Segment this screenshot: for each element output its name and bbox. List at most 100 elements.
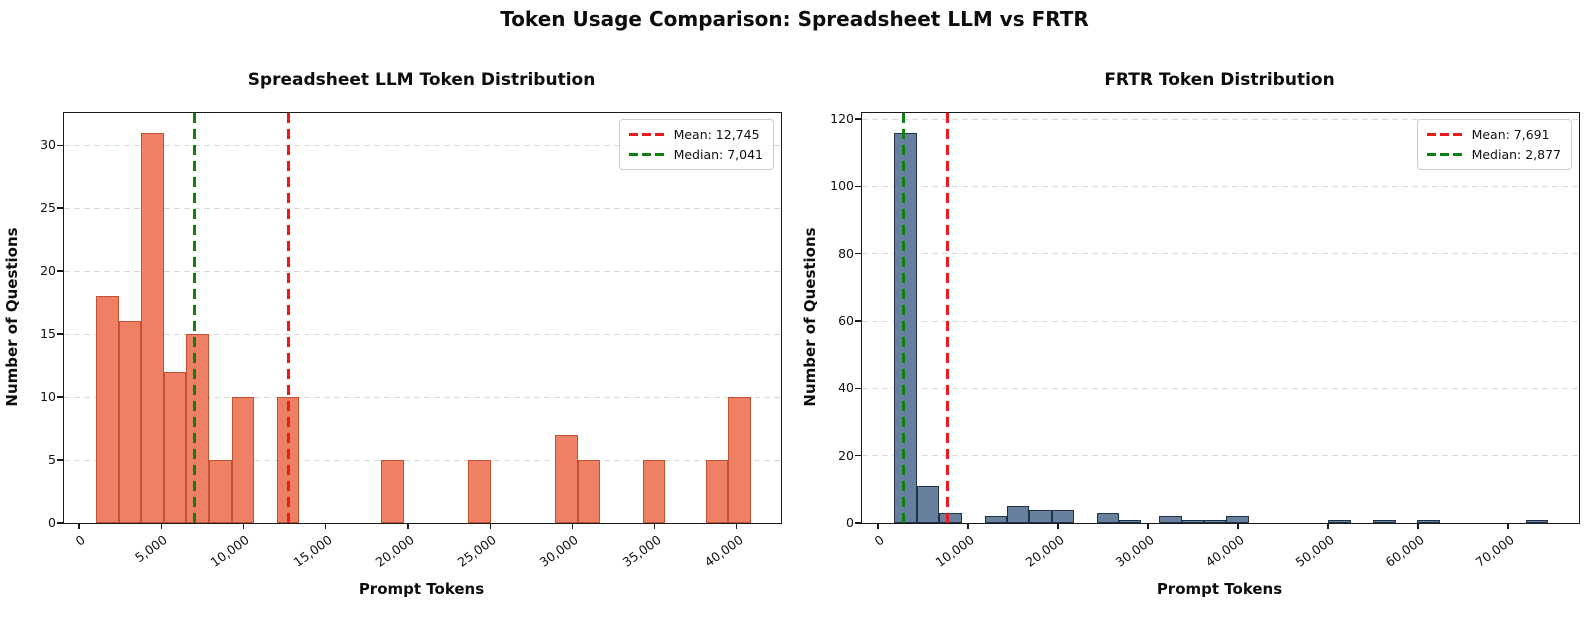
figure-title: Token Usage Comparison: Spreadsheet LLM …: [500, 7, 1089, 31]
histogram-bar: [186, 334, 209, 523]
histogram-bar: [1096, 512, 1119, 523]
gridline: [64, 207, 781, 209]
y-tick-label: 30: [40, 137, 56, 153]
y-tick-mark: [57, 459, 64, 461]
gridline: [64, 459, 781, 461]
median-line-swatch: [628, 153, 665, 156]
y-tick-label: 25: [40, 200, 56, 216]
histogram-bar: [577, 460, 601, 523]
histogram-bar: [894, 132, 917, 523]
y-tick-mark: [855, 118, 862, 120]
y-tick-mark: [57, 522, 64, 524]
median-line: [193, 113, 197, 523]
median-line: [902, 113, 906, 523]
x-tick-mark: [736, 523, 738, 529]
gridline: [862, 387, 1579, 389]
legend-item-median: Median: 2,877: [1426, 147, 1561, 162]
x-tick-mark: [489, 523, 491, 529]
y-tick-mark: [855, 387, 862, 390]
histogram-bar: [984, 516, 1007, 523]
x-tick-mark: [877, 523, 879, 529]
histogram-bar: [1181, 519, 1205, 523]
x-tick-mark: [1507, 523, 1509, 529]
y-tick-mark: [855, 253, 862, 255]
histogram-bar: [1118, 519, 1142, 523]
x-tick-mark: [1057, 523, 1059, 529]
x-tick-mark: [1147, 523, 1149, 529]
subplot-title: FRTR Token Distribution: [1104, 70, 1335, 90]
y-tick-mark: [57, 207, 64, 209]
histogram-bar: [1159, 516, 1182, 523]
subplot-title: Spreadsheet LLM Token Distribution: [247, 70, 596, 90]
mean-line: [945, 113, 949, 523]
histogram-bar: [1525, 519, 1549, 523]
legend: Mean: 12,745 Median: 7,041: [618, 119, 774, 170]
histogram-bar: [1006, 506, 1030, 523]
mean-line-swatch: [1426, 133, 1463, 136]
gridline: [64, 144, 781, 146]
legend: Mean: 7,691 Median: 2,877: [1416, 119, 1572, 170]
y-tick-mark: [57, 144, 64, 146]
x-tick-mark: [242, 523, 245, 529]
histogram-bar: [1051, 509, 1075, 523]
histogram-bar: [939, 512, 962, 523]
y-tick-label: 20: [40, 263, 56, 279]
histogram-bar: [642, 460, 666, 523]
gridline: [862, 118, 1579, 120]
gridline: [862, 320, 1579, 322]
y-tick-label: 10: [40, 389, 56, 405]
x-tick-mark: [1327, 523, 1329, 529]
histogram-bar: [1373, 519, 1396, 523]
legend-label-mean: Mean: 12,745: [673, 127, 760, 142]
gridline: [64, 396, 781, 398]
y-tick-mark: [57, 396, 64, 398]
histogram-bar: [728, 397, 751, 523]
histogram-bar: [141, 132, 164, 523]
frtr-plot-area: Mean: 7,691 Median: 2,877 0 20 40 60 80 100 12…: [830, 111, 1580, 570]
y-tick-mark: [57, 270, 64, 272]
x-tick-mark: [653, 523, 656, 529]
histogram-bar: [1204, 519, 1227, 523]
mean-line-swatch: [628, 133, 665, 136]
x-tick-mark: [78, 523, 80, 529]
x-tick-mark: [407, 523, 409, 529]
spreadsheet-llm-plot-area: Mean: 12,745 Median: 7,041 0 5 10 15 20 25 30 0…: [40, 112, 782, 570]
gridline: [862, 455, 1579, 457]
spreadsheet-llm-panel: Spreadsheet LLM Token Distribution Numbe…: [0, 60, 794, 617]
x-tick-mark: [160, 523, 162, 529]
histogram-bar: [95, 296, 119, 523]
median-line-swatch: [1426, 153, 1463, 156]
legend-label-median: Median: 7,041: [673, 147, 763, 162]
y-tick-label: 40: [838, 380, 854, 396]
histogram-bar: [163, 371, 187, 523]
y-tick-label: 0: [846, 515, 854, 530]
histogram-bar: [231, 397, 255, 523]
y-tick-label: 20: [838, 447, 854, 463]
histogram-bar: [1417, 519, 1440, 523]
mean-line: [287, 113, 291, 523]
x-axis-label: Prompt Tokens: [1156, 580, 1283, 598]
histogram-bar: [381, 460, 404, 523]
y-tick-label: 60: [838, 313, 854, 329]
y-tick-label: 120: [830, 111, 854, 127]
legend-label-mean: Mean: 7,691: [1471, 127, 1550, 142]
y-tick-mark: [57, 333, 64, 335]
histogram-bar: [208, 460, 232, 523]
histogram-bar: [1226, 516, 1249, 523]
x-tick-label: 40,000: [701, 532, 746, 570]
histogram-bar: [916, 485, 940, 523]
histogram-bar: [1029, 509, 1052, 523]
legend-item-median: Median: 7,041: [628, 147, 763, 162]
gridline: [64, 270, 781, 272]
x-tick-mark: [967, 523, 969, 529]
y-tick-mark: [855, 455, 862, 457]
histogram-bar: [705, 460, 729, 523]
y-tick-label: 80: [838, 245, 854, 261]
gridline: [862, 185, 1579, 187]
histogram-bar: [118, 321, 142, 523]
y-tick-label: 0: [48, 515, 56, 530]
legend-item-mean: Mean: 12,745: [628, 127, 763, 142]
x-tick-mark: [1417, 523, 1419, 529]
gridline: [64, 333, 781, 335]
